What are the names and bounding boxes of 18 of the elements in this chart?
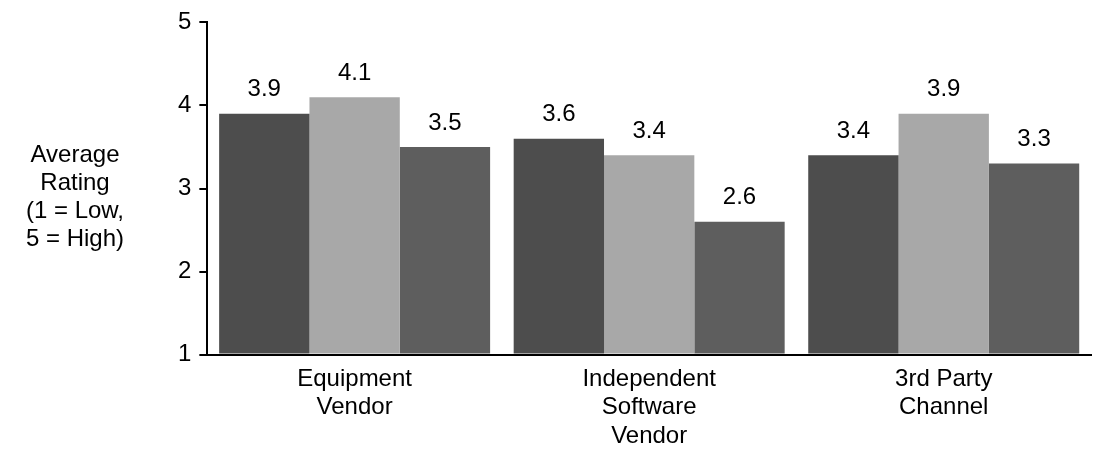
- data-label: 4.1: [337, 57, 372, 85]
- data-label: 3.5: [428, 107, 462, 135]
- x-tick-label: Independent Software Vendor: [582, 363, 717, 449]
- y-tick-label: 1: [177, 339, 192, 367]
- y-axis-title: Average Rating (1 = Low, 5 = High): [24, 140, 126, 252]
- data-label: 3.9: [247, 74, 281, 102]
- y-tick-label: 4: [177, 90, 192, 118]
- y-tick-label: 3: [177, 173, 192, 201]
- y-tick-label: 2: [177, 256, 192, 284]
- data-label: 3.4: [836, 115, 871, 143]
- x-tick-label: Equipment Vendor: [297, 363, 413, 420]
- data-label: 2.6: [722, 182, 757, 210]
- data-label: 3.3: [1017, 124, 1051, 152]
- data-label: 3.9: [927, 74, 961, 102]
- data-label: 3.6: [542, 99, 576, 127]
- y-tick-label: 5: [177, 7, 192, 35]
- x-tick-label: 3rd Party Channel: [895, 363, 993, 420]
- data-label: 3.4: [632, 115, 666, 143]
